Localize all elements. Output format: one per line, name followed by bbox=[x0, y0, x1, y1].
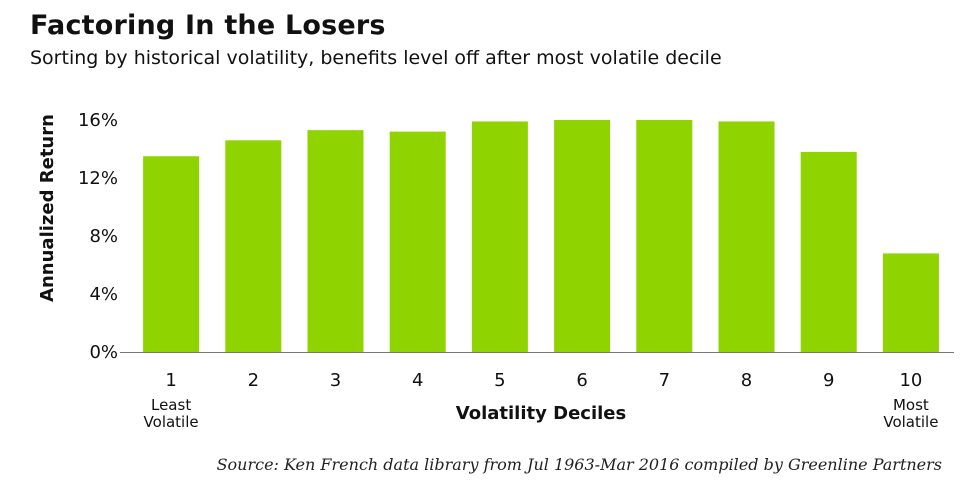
bar-decile-6 bbox=[554, 120, 611, 352]
y-tick-label: 12% bbox=[78, 168, 118, 189]
most-volatile-line1: Most bbox=[893, 396, 929, 414]
x-tick-label: 5 bbox=[494, 370, 505, 391]
x-tick-label: 1 bbox=[165, 370, 176, 391]
source-note: Source: Ken French data library from Jul… bbox=[216, 455, 942, 474]
least-volatile-line2: Volatile bbox=[144, 413, 199, 431]
x-tick-label: 10 bbox=[899, 370, 922, 391]
bar-decile-5 bbox=[471, 121, 528, 352]
bar-decile-4 bbox=[389, 131, 446, 352]
x-tick-label: 3 bbox=[330, 370, 341, 391]
bar-decile-8 bbox=[718, 121, 775, 352]
x-tick-label: 8 bbox=[741, 370, 752, 391]
chart-title: Factoring In the Losers bbox=[30, 10, 386, 41]
y-tick-label: 16% bbox=[78, 110, 118, 131]
x-tick-label: 6 bbox=[576, 370, 587, 391]
x-axis-title: Volatility Deciles bbox=[456, 403, 626, 424]
x-tick-label: 4 bbox=[412, 370, 423, 391]
most-volatile-line2: Volatile bbox=[883, 413, 938, 431]
bar-decile-2 bbox=[225, 140, 282, 352]
y-tick-label: 8% bbox=[89, 226, 118, 247]
chart-subtitle: Sorting by historical volatility, benefi… bbox=[30, 47, 722, 69]
y-axis-title: Annualized Return bbox=[37, 114, 58, 302]
x-tick-label: 2 bbox=[248, 370, 259, 391]
bar-decile-9 bbox=[800, 151, 857, 352]
bar-decile-3 bbox=[307, 130, 364, 352]
x-tick-label: 9 bbox=[823, 370, 834, 391]
bar-decile-10 bbox=[882, 253, 939, 352]
y-tick-label: 4% bbox=[89, 284, 118, 305]
y-tick-label: 0% bbox=[89, 342, 118, 363]
x-tick-label: 7 bbox=[659, 370, 670, 391]
bar-decile-7 bbox=[636, 120, 693, 352]
least-volatile-line1: Least bbox=[151, 396, 191, 414]
bar-decile-1 bbox=[143, 156, 200, 352]
